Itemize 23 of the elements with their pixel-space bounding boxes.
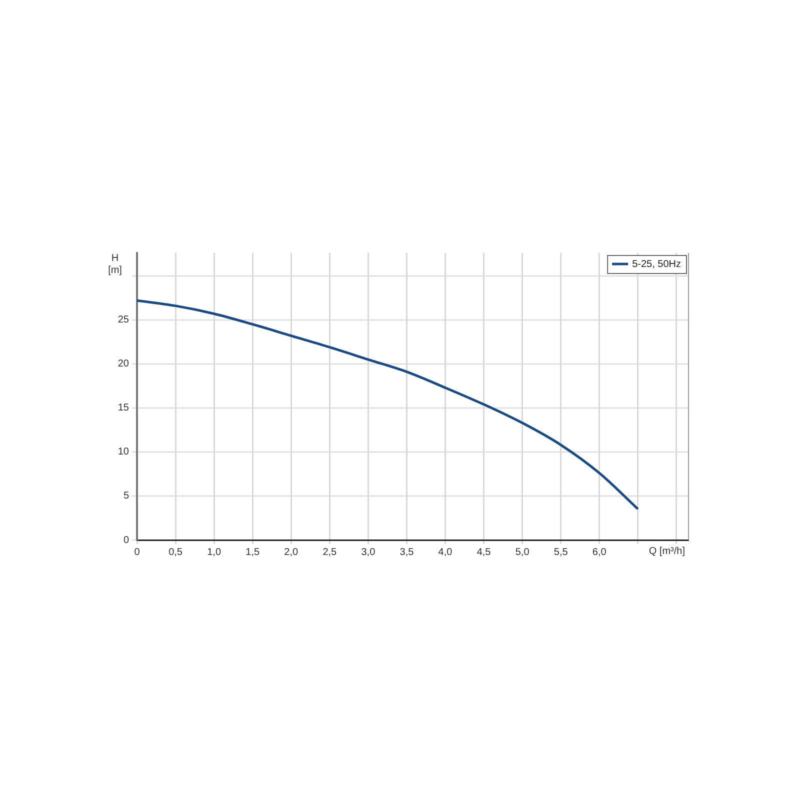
y-axis-title: H [m]	[108, 252, 122, 276]
x-tick-label: 3,5	[400, 546, 414, 558]
x-tick-label: 2,5	[322, 546, 338, 558]
y-tick-label: 0	[123, 534, 130, 546]
x-tick-label: 1,0	[207, 546, 222, 558]
x-tick-label: 2,0	[284, 546, 299, 558]
y-tick-label: 20	[118, 358, 130, 370]
x-tick-label: 4,5	[476, 546, 492, 558]
line-series	[137, 299, 638, 510]
x-tick-label: 3,0	[361, 546, 376, 558]
x-tick-label: 6,0	[592, 546, 607, 558]
y-tick-label: 5	[123, 490, 130, 502]
x-tick-label: 5,5	[554, 546, 568, 558]
y-tick-label: 25	[118, 314, 130, 326]
y-tick-label: 10	[118, 446, 130, 458]
x-tick-label: 1,5	[246, 546, 260, 558]
y-tick-label: 15	[118, 402, 130, 414]
x-tick-label: 4,0	[438, 546, 453, 558]
x-tick-label: 5,0	[515, 546, 530, 558]
legend-label: 5-25, 50Hz	[632, 258, 682, 270]
x-tick-label: 0,5	[168, 546, 183, 558]
x-axis-title: Q [m³/h]	[648, 546, 686, 557]
x-tick-label: 0	[134, 546, 140, 558]
